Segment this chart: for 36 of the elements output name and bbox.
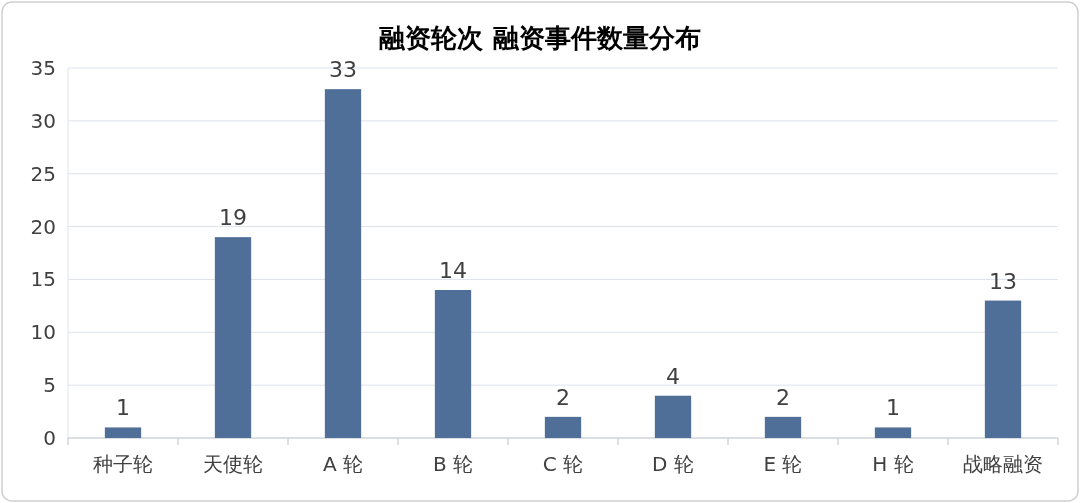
bar (544, 416, 582, 438)
data-label: 13 (989, 268, 1017, 294)
bar (214, 237, 252, 438)
bar (654, 395, 692, 438)
data-label: 2 (776, 384, 790, 410)
y-tick-label: 35 (30, 56, 56, 80)
x-tick-label: 战略融资 (963, 452, 1043, 476)
y-tick-label: 25 (30, 161, 56, 186)
y-tick-label: 30 (30, 108, 56, 133)
data-label: 2 (556, 384, 570, 410)
data-label: 14 (439, 258, 467, 283)
data-label: 4 (666, 363, 680, 389)
x-tick-label: B 轮 (432, 452, 474, 476)
x-tick-label: E 轮 (763, 452, 803, 476)
data-label: 1 (116, 395, 130, 421)
bar (984, 300, 1022, 438)
x-tick-label: 种子轮 (93, 452, 153, 476)
x-tick-label: H 轮 (872, 452, 914, 476)
bar (764, 416, 802, 438)
y-tick-label: 0 (43, 426, 56, 450)
x-tick-label: A 轮 (322, 452, 364, 476)
data-label: 33 (329, 57, 357, 83)
chart-title: 融资轮次 融资事件数量分布 (379, 23, 701, 53)
x-tick-label: C 轮 (542, 452, 584, 476)
bar (434, 290, 472, 438)
y-tick-label: 10 (30, 320, 56, 345)
y-tick-label: 15 (30, 267, 56, 292)
bar (874, 427, 912, 438)
bar (104, 427, 142, 438)
data-label: 1 (886, 395, 900, 421)
y-tick-label: 20 (30, 214, 56, 239)
x-tick-label: 天使轮 (203, 452, 263, 476)
y-tick-label: 5 (43, 373, 56, 398)
bar (324, 89, 362, 438)
data-label: 19 (219, 205, 247, 231)
x-tick-label: D 轮 (652, 452, 694, 476)
